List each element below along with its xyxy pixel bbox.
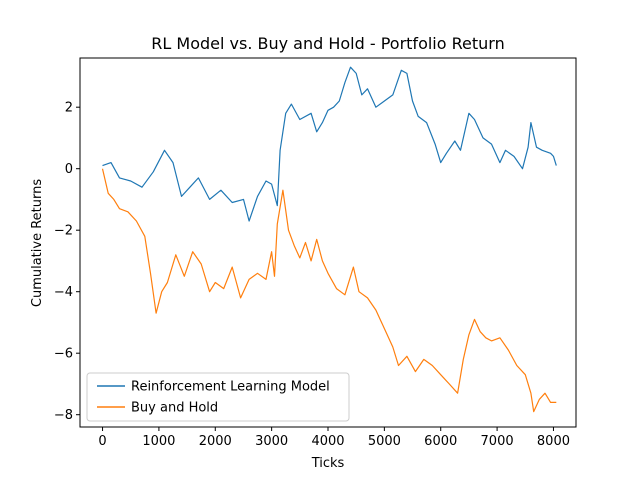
y-tick-label: −2 <box>54 224 73 239</box>
y-tick-label: −6 <box>54 347 73 362</box>
x-tick-label: 5000 <box>368 434 401 449</box>
x-axis-ticks: 0 1000 2000 3000 4000 5000 6000 7000 8000 <box>98 427 570 449</box>
y-axis-title: Cumulative Returns <box>30 179 45 307</box>
plot-frame <box>79 57 577 428</box>
plot-area <box>79 57 577 428</box>
legend-label: Buy and Hold <box>131 401 218 416</box>
chart-title: RL Model vs. Buy and Hold - Portfolio Re… <box>151 34 504 53</box>
x-tick-label: 6000 <box>424 434 457 449</box>
y-tick-label: −8 <box>54 408 73 423</box>
x-tick-label: 2000 <box>199 434 232 449</box>
x-tick-label: 4000 <box>311 434 344 449</box>
y-tick-label: −4 <box>54 285 73 300</box>
series-line-rl-model <box>102 66 557 222</box>
series-line-buy-and-hold <box>101 168 557 413</box>
y-tick-label: 0 <box>65 162 73 177</box>
legend-box <box>86 372 350 422</box>
x-tick-label: 1000 <box>142 434 175 449</box>
x-tick-label: 0 <box>98 434 106 449</box>
y-axis-ticks: −8 −6 −4 −2 0 2 <box>54 101 80 423</box>
x-tick-label: 7000 <box>481 434 514 449</box>
y-tick-label: 2 <box>65 101 73 116</box>
legend-label: Reinforcement Learning Model <box>131 380 330 395</box>
x-axis-title: Ticks <box>311 456 345 471</box>
x-tick-label: 3000 <box>255 434 288 449</box>
legend: Reinforcement Learning Model Buy and Hold <box>86 372 350 422</box>
x-tick-label: 8000 <box>537 434 570 449</box>
